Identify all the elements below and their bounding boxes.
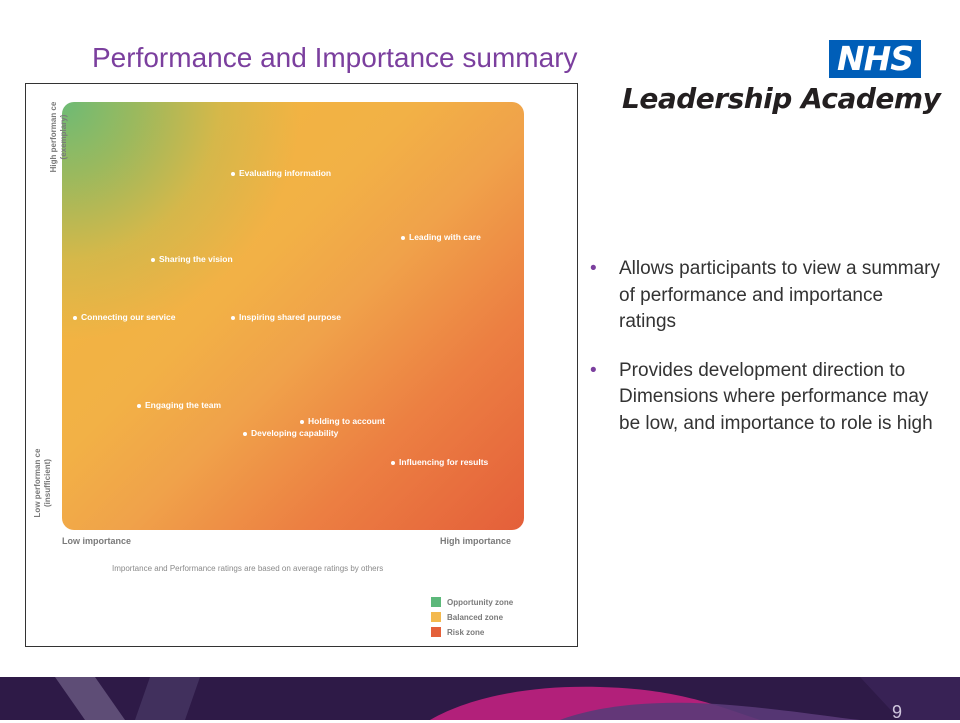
point-leading-with-care: Leading with care xyxy=(401,232,481,242)
legend-label: Opportunity zone xyxy=(447,597,514,607)
point-holding-to-account: Holding to account xyxy=(300,416,385,426)
point-evaluating-information: Evaluating information xyxy=(231,168,331,178)
bullet-dot-icon: • xyxy=(590,359,597,381)
slide-title: Performance and Importance summary xyxy=(92,42,578,73)
ratings-note: Importance and Performance ratings are b… xyxy=(112,564,384,573)
legend-label: Risk zone xyxy=(447,627,485,637)
point-connecting-our-service: Connecting our service xyxy=(73,312,175,322)
bullet-text: Provides development direction to Dimens… xyxy=(619,359,933,434)
y-axis-high-label: High performan ce (exemplary) xyxy=(49,101,68,173)
legend-label: Balanced zone xyxy=(447,612,504,622)
point-developing-capability: Developing capability xyxy=(243,428,338,438)
bullet-text: Allows participants to view a summary of… xyxy=(619,258,940,332)
point-influencing-for-results: Influencing for results xyxy=(391,457,488,467)
legend-swatch-risk xyxy=(431,627,441,637)
y-axis-low-label: Low performan ce (insufficient) xyxy=(33,448,52,518)
point-sharing-the-vision: Sharing the vision xyxy=(151,254,233,264)
point-engaging-the-team: Engaging the team xyxy=(137,400,221,410)
legend-swatch-balanced xyxy=(431,612,441,622)
zone-legend: Opportunity zone Balanced zone Risk zone xyxy=(431,595,513,640)
legend-item-risk: Risk zone xyxy=(431,625,513,639)
footer-band xyxy=(0,677,960,720)
x-axis-high-label: High importance xyxy=(440,536,512,546)
point-inspiring-shared-purpose: Inspiring shared purpose xyxy=(231,312,341,322)
bullet-item: • Allows participants to view a summary … xyxy=(590,256,940,336)
x-axis-low-label: Low importance xyxy=(62,536,132,546)
bullet-list: • Allows participants to view a summary … xyxy=(590,256,940,459)
nhs-badge: NHS xyxy=(829,40,921,78)
bullet-item: • Provides development direction to Dime… xyxy=(590,358,940,438)
legend-swatch-opportunity xyxy=(431,597,441,607)
footer-decoration xyxy=(0,677,960,720)
page-number: 9 xyxy=(892,702,903,722)
legend-item-balanced: Balanced zone xyxy=(431,610,513,624)
bullet-dot-icon: • xyxy=(590,258,597,279)
leadership-academy-text: Leadership Academy xyxy=(622,82,941,115)
legend-item-opportunity: Opportunity zone xyxy=(431,595,513,609)
